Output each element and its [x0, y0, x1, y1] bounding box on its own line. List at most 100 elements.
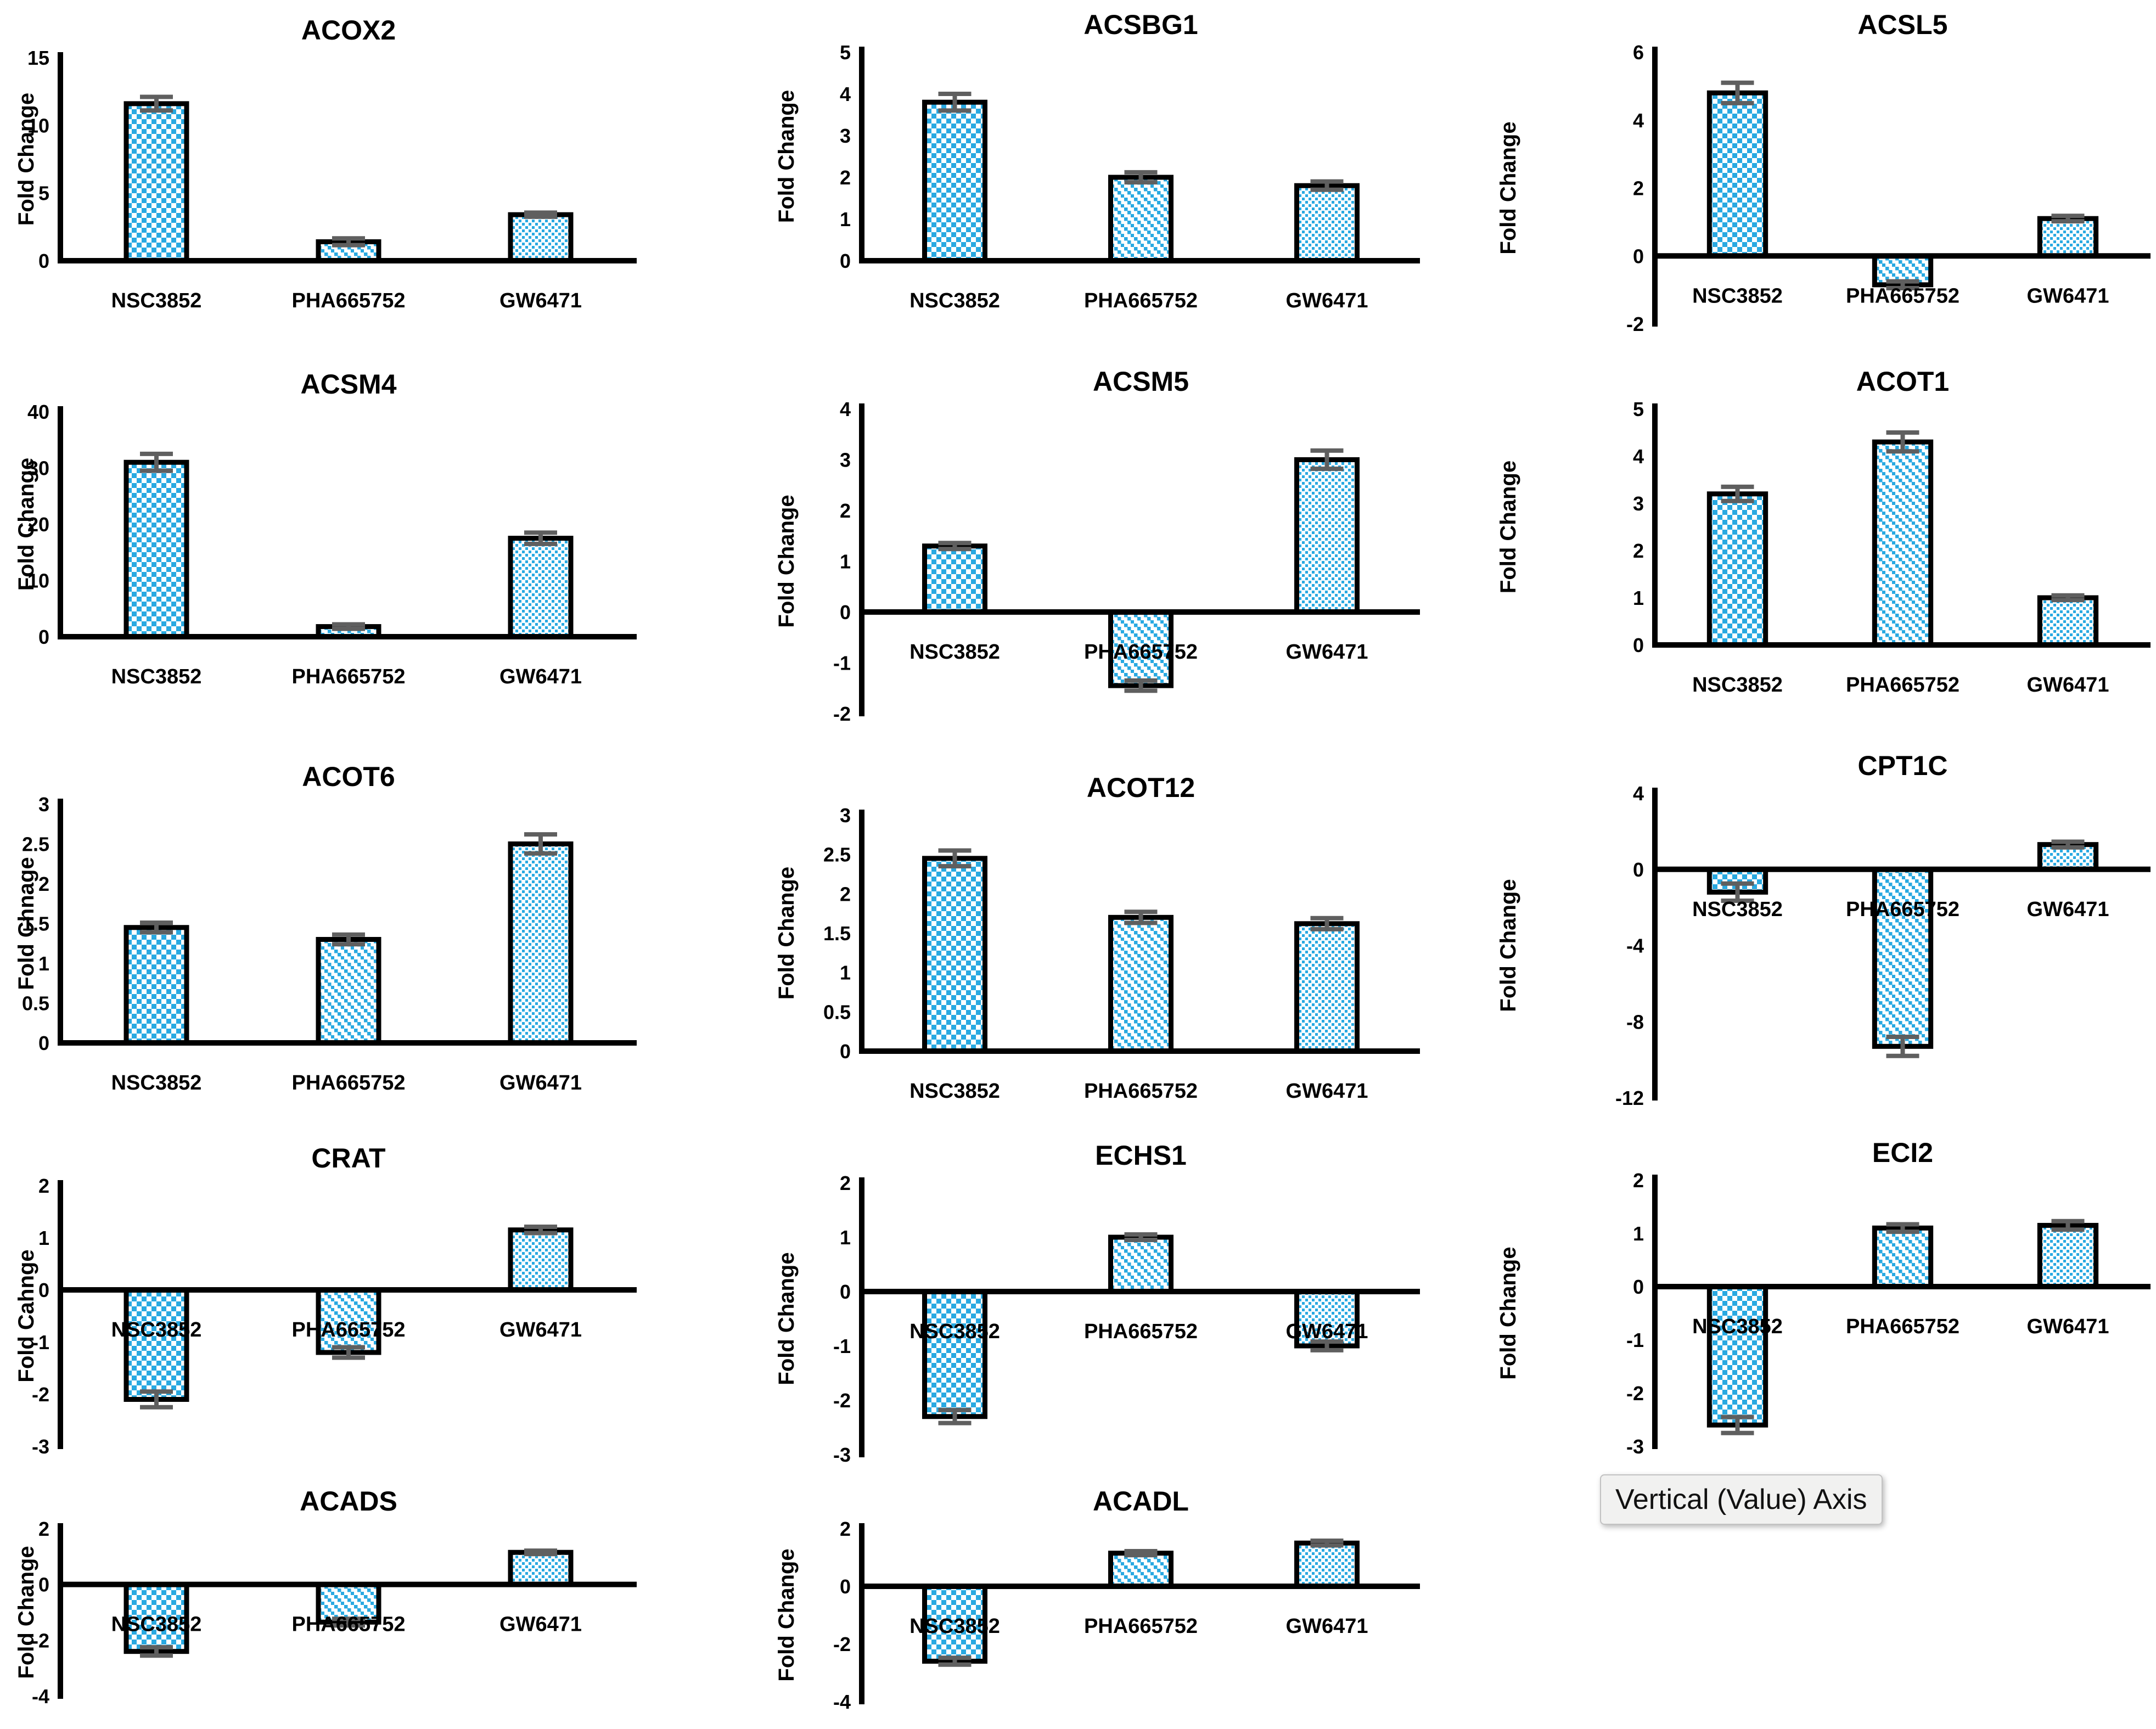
y-tick-label: 2 — [840, 166, 851, 189]
chart-svg-ACOT12[interactable]: ACOT12 Fold Change 0 0.5 1 1.5 2 2.5 3 NSC3852 PHA… — [768, 763, 1455, 1125]
chart-svg-ACOT1[interactable]: ACOT1 Fold Change 0 1 2 3 4 5 NSC3852 PHA665752 GW… — [1490, 357, 2156, 719]
y-tick-label: 4 — [1633, 782, 1644, 805]
chart-svg-ECHS1[interactable]: ECHS1 Fold Change -3 -2 -1 0 1 2 NSC3852 PHA66575… — [768, 1131, 1455, 1482]
chart-ECI2[interactable]: ECI2 Fold Change -3 -2 -1 0 1 2 NSC3852 PHA665752… — [1490, 1128, 2156, 1474]
x-category-label: GW6471 — [1286, 289, 1368, 312]
chart-svg-ACSM4[interactable]: ACSM4 Fold Change 0 10 20 30 40 NSC3852 PHA66575… — [8, 360, 694, 711]
error-bar — [524, 1225, 557, 1236]
y-tick-label: 0 — [1633, 634, 1644, 656]
y-axis-title: Fold Change — [774, 1252, 799, 1385]
bar-GW6471[interactable] — [508, 536, 574, 639]
bar-GW6471[interactable] — [508, 841, 574, 1046]
chart-ACADL[interactable]: ACADL Fold Change -4 -2 0 2 NSC3852 PHA665752 GW… — [768, 1477, 1455, 1729]
y-tick-label: 2 — [38, 873, 49, 895]
y-tick-label: 4 — [1633, 445, 1644, 468]
chart-ACOT1[interactable]: ACOT1 Fold Change 0 1 2 3 4 5 NSC3852 PHA665752 GW… — [1490, 357, 2156, 719]
bar-PHA665752[interactable] — [1108, 914, 1174, 1054]
chart-svg-ACSL5[interactable]: ACSL5 Fold Change -2 0 2 4 6 NSC3852 PHA665752 GW… — [1490, 0, 2156, 351]
x-category-label: GW6471 — [2027, 898, 2109, 921]
bar-GW6471[interactable] — [1294, 1540, 1360, 1589]
error-bar — [524, 832, 557, 856]
bar-NSC3852[interactable] — [1706, 90, 1768, 259]
bar-GW6471[interactable] — [1294, 183, 1360, 263]
bar-PHA665752[interactable] — [1872, 439, 1934, 648]
bar-PHA665752[interactable] — [1108, 1234, 1174, 1294]
chart-svg-CRAT[interactable]: CRAT Fold Cahnge -3 -2 -1 0 1 2 NSC3852 PHA665752… — [8, 1133, 694, 1474]
bar-NSC3852[interactable] — [1706, 1284, 1768, 1428]
y-tick-label: 10 — [27, 114, 49, 137]
y-tick-label: -2 — [833, 1633, 851, 1655]
error-bar — [332, 1616, 365, 1628]
chart-svg-ACADL[interactable]: ACADL Fold Change -4 -2 0 2 NSC3852 PHA665752 GW… — [768, 1477, 1455, 1729]
chart-svg-ACADS[interactable]: ACADS Fold Change -4 -2 0 2 NSC3852 PHA665752 GW… — [8, 1477, 694, 1724]
chart-ACSL5[interactable]: ACSL5 Fold Change -2 0 2 4 6 NSC3852 PHA665752 GW… — [1490, 0, 2156, 351]
chart-ACSM5[interactable]: ACSM5 Fold Change -2 -1 0 1 2 3 4 NSC3852 PHA66575… — [768, 357, 1455, 741]
bar-PHA665752[interactable] — [316, 937, 381, 1046]
bar-NSC3852[interactable] — [123, 101, 189, 263]
y-tick-label: -8 — [1626, 1011, 1644, 1033]
x-category-label: NSC3852 — [909, 289, 1000, 312]
chart-ECHS1[interactable]: ECHS1 Fold Change -3 -2 -1 0 1 2 NSC3852 PHA66575… — [768, 1131, 1455, 1482]
bar-GW6471[interactable] — [2037, 1222, 2099, 1289]
y-tick-label: 0 — [1633, 245, 1644, 267]
chart-svg-CPT1C[interactable]: CPT1C Fold Change -12 -8 -4 0 4 NSC3852 PHA66575… — [1490, 741, 2156, 1125]
chart-CPT1C[interactable]: CPT1C Fold Change -12 -8 -4 0 4 NSC3852 PHA66575… — [1490, 741, 2156, 1125]
y-tick-label: -1 — [833, 1335, 851, 1357]
y-tick-label: -3 — [833, 1444, 851, 1466]
bar-PHA665752[interactable] — [1872, 867, 1934, 1049]
chart-svg-ACSBG1[interactable]: ACSBG1 Fold Change 0 1 2 3 4 5 NSC3852 PHA665752 G… — [768, 0, 1455, 335]
bar-GW6471[interactable] — [1294, 921, 1360, 1054]
bar-NSC3852[interactable] — [123, 925, 189, 1046]
error-bar — [140, 451, 173, 473]
x-category-label: NSC3852 — [111, 1071, 202, 1094]
bar-NSC3852[interactable] — [922, 99, 987, 263]
bar-NSC3852[interactable] — [922, 1584, 987, 1664]
y-tick-label: -1 — [833, 652, 851, 675]
chart-title: ACOT6 — [302, 761, 395, 792]
bar-GW6471[interactable] — [2037, 595, 2099, 648]
chart-ACSM4[interactable]: ACSM4 Fold Change 0 10 20 30 40 NSC3852 PHA66575… — [8, 360, 694, 711]
y-tick-label: 0 — [38, 250, 49, 272]
bar-PHA665752[interactable] — [1872, 1225, 1934, 1289]
bar-GW6471[interactable] — [2037, 216, 2099, 259]
chart-ACOT6[interactable]: ACOT6 Fold Chnage 0 0.5 1 1.5 2 2.5 3 NSC3852 PHA6… — [8, 752, 694, 1117]
error-bar — [1886, 1035, 1919, 1058]
y-tick-label: -2 — [32, 1629, 49, 1652]
bar-GW6471[interactable] — [508, 212, 574, 263]
chart-ACADS[interactable]: ACADS Fold Change -4 -2 0 2 NSC3852 PHA665752 GW… — [8, 1477, 694, 1724]
bar-GW6471[interactable] — [1294, 457, 1360, 615]
bar-NSC3852[interactable] — [1706, 491, 1768, 648]
y-tick-label: 2.5 — [823, 844, 851, 866]
error-bar — [1886, 1222, 1919, 1234]
error-bar — [938, 848, 972, 869]
chart-CRAT[interactable]: CRAT Fold Cahnge -3 -2 -1 0 1 2 NSC3852 PHA665752… — [8, 1133, 694, 1474]
bar-NSC3852[interactable] — [123, 1287, 189, 1402]
x-category-label: PHA665752 — [1084, 1080, 1198, 1103]
chart-ACSBG1[interactable]: ACSBG1 Fold Change 0 1 2 3 4 5 NSC3852 PHA665752 G… — [768, 0, 1455, 335]
bar-GW6471[interactable] — [508, 1550, 574, 1587]
bar-PHA665752[interactable] — [1108, 175, 1174, 263]
chart-svg-ACSM5[interactable]: ACSM5 Fold Change -2 -1 0 1 2 3 4 NSC3852 PHA66575… — [768, 357, 1455, 741]
y-tick-label: -2 — [32, 1383, 49, 1406]
chart-svg-ACOX2[interactable]: ACOX2 Fold Change 0 5 10 15 NSC3852 PHA665752 GW… — [8, 5, 694, 335]
bar-PHA665752[interactable] — [1108, 1551, 1174, 1589]
bar-NSC3852[interactable] — [922, 1289, 987, 1419]
y-tick-label: 0 — [840, 601, 851, 624]
bar-NSC3852[interactable] — [922, 856, 987, 1054]
chart-svg-ACOT6[interactable]: ACOT6 Fold Chnage 0 0.5 1 1.5 2 2.5 3 NSC3852 PHA6… — [8, 752, 694, 1117]
x-category-label: NSC3852 — [1692, 898, 1783, 921]
bar-NSC3852[interactable] — [922, 543, 987, 615]
bar-NSC3852[interactable] — [123, 459, 189, 639]
bar-GW6471[interactable] — [508, 1227, 574, 1293]
y-tick-label: 0 — [38, 1279, 49, 1301]
y-tick-label: 0.5 — [823, 1001, 851, 1023]
y-axis-title: Fold Change — [14, 1546, 38, 1679]
x-category-label: NSC3852 — [111, 1613, 202, 1636]
chart-svg-ECI2[interactable]: ECI2 Fold Change -3 -2 -1 0 1 2 NSC3852 PHA665752… — [1490, 1128, 2156, 1474]
chart-ACOX2[interactable]: ACOX2 Fold Change 0 5 10 15 NSC3852 PHA665752 GW… — [8, 5, 694, 335]
y-tick-label: 0 — [840, 250, 851, 272]
y-axis-title: Fold Chnage — [14, 857, 38, 990]
chart-ACOT12[interactable]: ACOT12 Fold Change 0 0.5 1 1.5 2 2.5 3 NSC3852 PHA… — [768, 763, 1455, 1125]
y-tick-label: 0 — [840, 1281, 851, 1303]
y-tick-label: -1 — [32, 1331, 49, 1354]
